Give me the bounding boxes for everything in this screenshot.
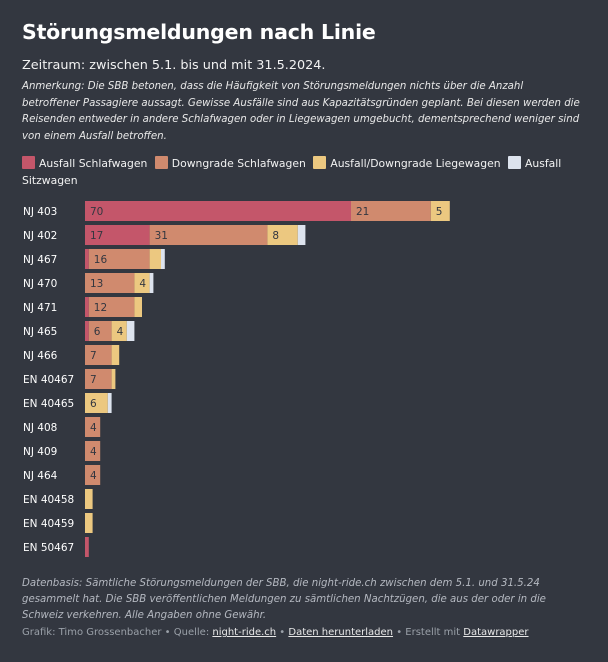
credits-author: Grafik: Timo Grossenbacher bbox=[22, 627, 162, 638]
legend-item-downgrade-schlafwagen: Downgrade Schlafwagen bbox=[154, 156, 306, 170]
bar-nj-467-downgrade-schlafwagen bbox=[88, 249, 150, 269]
bar-en-40465-ausfall-sitzwagen bbox=[107, 393, 112, 413]
bar-en-40465-ausfall-downgrade-liegewagen bbox=[85, 393, 108, 413]
bar-en-40467-ausfall-downgrade-liegewagen bbox=[111, 369, 116, 389]
bar-nj-465-ausfall-downgrade-liegewagen bbox=[111, 321, 127, 341]
bar-value-label: 4 bbox=[139, 278, 146, 290]
legend-item-ausfall-sitzwagen: Ausfall Sitzwagen bbox=[22, 156, 562, 187]
legend-item-liegewagen: Ausfall/Downgrade Liegewagen bbox=[313, 156, 501, 170]
bar-nj-403-downgrade-schlafwagen bbox=[351, 201, 431, 221]
bar-value-label: 8 bbox=[272, 230, 279, 242]
legend-label: Ausfall/Downgrade Liegewagen bbox=[330, 157, 501, 170]
bar-nj-465-downgrade-schlafwagen bbox=[88, 321, 112, 341]
bar-nj-471-ausfall-schlafwagen bbox=[85, 297, 89, 317]
bar-nj-402-ausfall-schlafwagen bbox=[85, 225, 150, 245]
bar-value-label: 16 bbox=[94, 254, 108, 266]
bar-en-40459-ausfall-downgrade-liegewagen bbox=[85, 513, 93, 533]
bar-value-label: 7 bbox=[90, 374, 97, 386]
bar-value-label: 4 bbox=[117, 326, 124, 338]
bar-en-40458-ausfall-downgrade-liegewagen bbox=[85, 489, 93, 509]
category-label-nj-466: NJ 466 bbox=[23, 350, 58, 362]
bar-value-label: 17 bbox=[90, 230, 103, 242]
category-label-nj-465: NJ 465 bbox=[23, 326, 57, 338]
bar-en-50467-ausfall-schlafwagen bbox=[85, 537, 89, 557]
chart-footer-notes: Datenbasis: Sämtliche Störungsmeldungen … bbox=[22, 578, 546, 621]
bar-value-label: 4 bbox=[90, 470, 97, 482]
bar-nj-465-ausfall-schlafwagen bbox=[85, 321, 89, 341]
bar-nj-471-ausfall-downgrade-liegewagen bbox=[134, 297, 142, 317]
bar-nj-403-ausfall-downgrade-liegewagen bbox=[430, 201, 450, 221]
category-label-en-40459: EN 40459 bbox=[23, 518, 74, 530]
bar-nj-470-downgrade-schlafwagen bbox=[85, 273, 135, 293]
bar-nj-403-ausfall-schlafwagen bbox=[85, 201, 351, 221]
bar-value-label: 70 bbox=[90, 206, 103, 218]
legend-label: Ausfall Sitzwagen bbox=[22, 157, 562, 187]
datawrapper-link[interactable]: Datawrapper bbox=[463, 627, 529, 638]
category-label-nj-409: NJ 409 bbox=[23, 446, 57, 458]
bar-nj-402-downgrade-schlafwagen bbox=[149, 225, 268, 245]
legend-label: Ausfall Schlafwagen bbox=[39, 157, 148, 170]
bar-value-label: 4 bbox=[90, 446, 97, 458]
chart-title: Störungsmeldungen nach Linie bbox=[22, 20, 376, 44]
category-label-nj-402: NJ 402 bbox=[23, 230, 57, 242]
legend-label: Downgrade Schlafwagen bbox=[171, 157, 306, 170]
legend-swatch-liegewagen bbox=[313, 156, 327, 169]
category-label-en-50467: EN 50467 bbox=[23, 542, 74, 554]
bar-nj-466-downgrade-schlafwagen bbox=[85, 345, 112, 365]
legend-swatch-ausfall-sitzwagen bbox=[508, 156, 522, 169]
credits-separator: • bbox=[276, 627, 289, 638]
bar-value-label: 6 bbox=[94, 326, 101, 338]
bar-value-label: 21 bbox=[356, 206, 369, 218]
category-label-nj-464: NJ 464 bbox=[23, 470, 58, 482]
bar-nj-409-downgrade-schlafwagen bbox=[85, 441, 101, 461]
bar-nj-464-downgrade-schlafwagen bbox=[85, 465, 101, 485]
bar-nj-466-ausfall-downgrade-liegewagen bbox=[111, 345, 120, 365]
bar-en-40467-downgrade-schlafwagen bbox=[85, 369, 112, 389]
category-label-en-40467: EN 40467 bbox=[23, 374, 74, 386]
credits-separator: • Quelle: bbox=[161, 627, 213, 638]
bar-nj-470-ausfall-sitzwagen bbox=[149, 273, 154, 293]
bar-nj-470-ausfall-downgrade-liegewagen bbox=[134, 273, 150, 293]
category-label-nj-467: NJ 467 bbox=[23, 254, 57, 266]
bar-value-label: 31 bbox=[155, 230, 168, 242]
category-label-en-40465: EN 40465 bbox=[23, 398, 74, 410]
chart-credits: Grafik: Timo Grossenbacher • Quelle: nig… bbox=[22, 627, 529, 638]
bar-nj-402-ausfall-sitzwagen bbox=[297, 225, 306, 245]
bar-value-label: 4 bbox=[90, 422, 97, 434]
bar-nj-467-ausfall-downgrade-liegewagen bbox=[149, 249, 161, 269]
bar-chart: NJ 403 70 21 5 NJ 402 17 31 8 NJ 467 16 NJ 470 13 4 N… bbox=[23, 201, 450, 557]
bar-value-label: 7 bbox=[90, 350, 97, 362]
bar-value-label: 12 bbox=[94, 302, 107, 314]
source-link[interactable]: night-ride.ch bbox=[212, 627, 277, 638]
bar-nj-467-ausfall-sitzwagen bbox=[161, 249, 165, 269]
legend-item-ausfall-schlafwagen: Ausfall Schlafwagen bbox=[22, 156, 148, 170]
category-label-nj-470: NJ 470 bbox=[23, 278, 57, 290]
bar-nj-467-ausfall-schlafwagen bbox=[85, 249, 89, 269]
chart-note: Anmerkung: Die SBB betonen, dass die Häu… bbox=[22, 81, 580, 142]
category-label-nj-403: NJ 403 bbox=[23, 206, 57, 218]
category-label-nj-408: NJ 408 bbox=[23, 422, 57, 434]
bar-nj-465-ausfall-sitzwagen bbox=[126, 321, 135, 341]
credits-separator: • Erstellt mit bbox=[393, 627, 464, 638]
legend: Ausfall Schlafwagen Downgrade Schlafwage… bbox=[22, 155, 588, 189]
chart-subtitle: Zeitraum: zwischen 5.1. bis und mit 31.5… bbox=[22, 58, 326, 73]
bar-value-label: 5 bbox=[436, 206, 443, 218]
bar-nj-408-downgrade-schlafwagen bbox=[85, 417, 101, 437]
bar-nj-402-ausfall-downgrade-liegewagen bbox=[267, 225, 298, 245]
category-label-en-40458: EN 40458 bbox=[23, 494, 74, 506]
legend-swatch-downgrade-schlafwagen bbox=[154, 156, 168, 169]
download-data-link[interactable]: Daten herunterladen bbox=[288, 627, 394, 638]
bar-nj-471-downgrade-schlafwagen bbox=[88, 297, 135, 317]
bar-value-label: 13 bbox=[90, 278, 103, 290]
category-label-nj-471: NJ 471 bbox=[23, 302, 57, 314]
bar-value-label: 6 bbox=[90, 398, 97, 410]
legend-swatch-ausfall-schlafwagen bbox=[22, 156, 35, 169]
